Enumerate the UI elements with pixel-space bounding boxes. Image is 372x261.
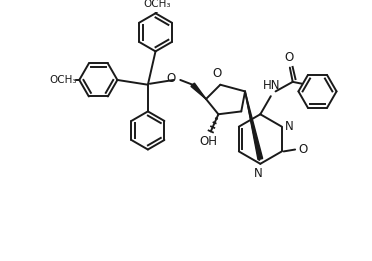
Text: OH: OH (200, 135, 218, 148)
Text: OCH₃: OCH₃ (49, 75, 76, 85)
Text: O: O (213, 67, 222, 80)
Text: O: O (298, 143, 307, 156)
Text: O: O (284, 51, 294, 64)
Text: O: O (166, 72, 176, 85)
Text: N: N (285, 120, 294, 133)
Text: N: N (254, 167, 263, 180)
Text: OCH₃: OCH₃ (144, 0, 171, 9)
Polygon shape (191, 83, 206, 99)
Text: HN: HN (263, 79, 280, 92)
Polygon shape (245, 91, 263, 159)
